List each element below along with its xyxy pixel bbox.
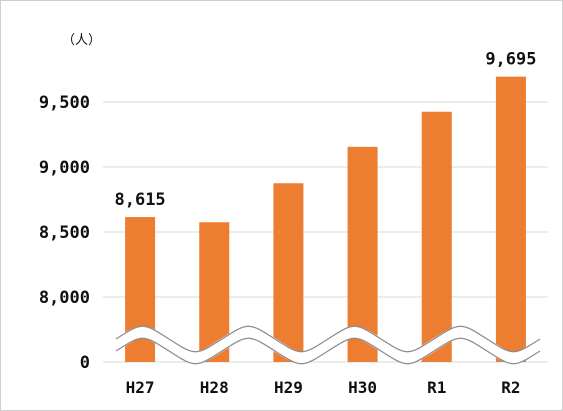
- y-tick-label: 0: [80, 353, 90, 373]
- bar-h29: [273, 183, 304, 362]
- y-tick-label: 9,000: [39, 158, 90, 178]
- bar-r2: [495, 76, 526, 363]
- data-label: 8,615: [114, 190, 165, 210]
- bar-r1: [421, 111, 452, 362]
- axis-break-band: [112, 326, 544, 364]
- data-label: 9,695: [485, 50, 536, 70]
- x-tick-label: R1: [427, 378, 446, 397]
- x-tick-label: H29: [274, 378, 303, 397]
- axis-break-line: [115, 337, 541, 365]
- axis-break-line: [115, 325, 541, 353]
- y-tick-label: 8,500: [39, 223, 90, 243]
- x-tick-label: H28: [200, 378, 229, 397]
- x-tick-label: H27: [126, 378, 155, 397]
- x-tick-label: R2: [501, 378, 520, 397]
- unit-label: （人）: [62, 33, 101, 48]
- x-tick-label: H30: [348, 378, 377, 397]
- y-tick-label: 9,500: [39, 93, 90, 113]
- y-tick-label: 8,000: [39, 288, 90, 308]
